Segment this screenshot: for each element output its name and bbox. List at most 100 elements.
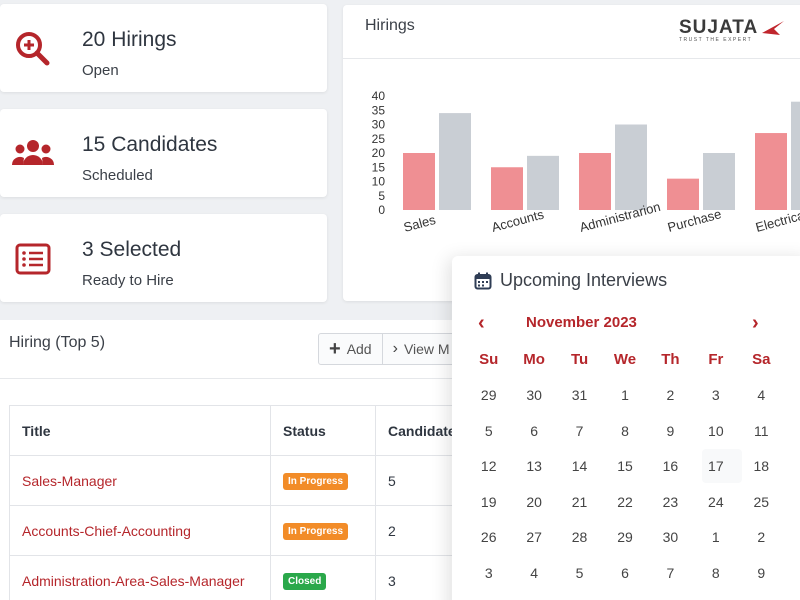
stat-card-selected[interactable]: 3 Selected Ready to Hire	[0, 214, 327, 302]
calendar-day[interactable]: 20	[526, 493, 542, 510]
chevron-right-icon[interactable]: ›	[752, 312, 759, 334]
calendar-day[interactable]: 28	[571, 529, 588, 545]
column-header: Title	[9, 405, 271, 456]
calendar-day[interactable]: 7	[666, 564, 675, 581]
search-plus-icon	[16, 32, 50, 66]
calendar-day[interactable]: 4	[530, 564, 539, 581]
calendar-day[interactable]: 5	[575, 564, 584, 581]
calendar-day[interactable]: 8	[621, 422, 629, 439]
calendar-day[interactable]: 18	[753, 458, 770, 474]
status-badge: In Progress	[283, 473, 349, 490]
stat-title: 15 Candidates	[82, 133, 218, 156]
add-button-label: Add	[346, 341, 372, 357]
calendar-day[interactable]: 25	[753, 493, 770, 510]
hiring-title-link[interactable]: Sales-Manager	[22, 472, 117, 489]
calendar-day[interactable]: 19	[480, 493, 497, 510]
y-tick-label: 40	[372, 89, 386, 103]
calendar-week: 5 6 7 8 9 10 11	[466, 423, 784, 439]
add-button[interactable]: + Add	[319, 334, 382, 364]
y-tick-label: 0	[378, 203, 385, 217]
calendar-day[interactable]: 2	[666, 387, 675, 403]
weekday-label: Th	[661, 351, 680, 368]
today-highlight	[702, 449, 742, 483]
stat-card-candidates[interactable]: 15 Candidates Scheduled	[0, 109, 327, 197]
bar-administrarion-2	[615, 124, 647, 210]
y-tick-label: 35	[372, 103, 386, 117]
bar-accounts-1	[491, 167, 523, 210]
y-tick-label: 20	[372, 146, 386, 160]
upcoming-interviews-calendar: Upcoming Interviews ‹ November 2023 › Su…	[452, 256, 800, 600]
calendar-day[interactable]: 14	[571, 458, 588, 474]
x-tick-label: Sales	[402, 212, 438, 235]
calendar-day[interactable]: 9	[757, 564, 766, 581]
calendar-day[interactable]: 30	[662, 529, 679, 545]
calendar-day[interactable]: 1	[711, 529, 720, 545]
calendar-day[interactable]: 2	[757, 529, 766, 545]
stat-title: 20 Hirings	[82, 28, 177, 51]
calendar-day[interactable]: 27	[526, 529, 542, 545]
calendar-day[interactable]: 31	[571, 387, 588, 403]
y-tick-label: 30	[372, 118, 386, 132]
stat-subtitle: Scheduled	[82, 167, 153, 184]
bar-administrarion-1	[579, 153, 611, 210]
stat-card-hirings[interactable]: 20 Hirings Open	[0, 4, 327, 92]
calendar-day[interactable]: 6	[530, 422, 539, 439]
calendar-day[interactable]: 12	[480, 458, 497, 474]
calendar-day[interactable]: 3	[711, 387, 720, 403]
logo-star-icon	[762, 21, 785, 35]
calendar-day[interactable]: 22	[617, 493, 633, 510]
weekday-label: Su	[479, 351, 499, 368]
calendar-day[interactable]: 16	[662, 458, 679, 474]
view-more-button[interactable]: › View M	[381, 334, 460, 364]
calendar-day[interactable]: 30	[526, 387, 542, 403]
calendar-day[interactable]: 7	[575, 422, 584, 439]
hiring-title-link[interactable]: Accounts-Chief-Accounting	[22, 522, 191, 539]
calendar-day[interactable]: 9	[666, 422, 675, 439]
calendar-day[interactable]: 23	[662, 493, 679, 510]
calendar-day[interactable]: 13	[526, 458, 542, 474]
plus-icon: +	[329, 337, 341, 360]
calendar-title: Upcoming Interviews	[500, 270, 668, 290]
chevron-left-icon[interactable]: ‹	[478, 312, 485, 334]
calendar-day[interactable]: 29	[480, 387, 497, 403]
bar-purchase-1	[667, 178, 699, 210]
table-row: Administration-Area-Sales-Manager Closed…	[9, 555, 479, 600]
calendar-day[interactable]: 5	[484, 422, 493, 439]
hiring-title-link[interactable]: Administration-Area-Sales-Manager	[22, 572, 245, 589]
calendar-week: 29 30 31 1 2 3 4	[466, 387, 784, 403]
logo-word: SUJATA	[679, 17, 759, 38]
calendar-day[interactable]: 6	[621, 564, 629, 581]
weekday-label: We	[613, 351, 637, 368]
divider	[0, 378, 470, 379]
logo-tagline: TRUST THE EXPERT	[679, 37, 753, 43]
calendar-day[interactable]: 11	[753, 422, 769, 439]
list-icon	[15, 243, 51, 275]
calendar-day[interactable]: 10	[708, 422, 724, 439]
calendar-day[interactable]: 29	[617, 529, 633, 545]
calendar-day[interactable]: 15	[617, 458, 633, 474]
calendar-week: 12 13 14 15 16 17 18	[466, 458, 784, 474]
stat-subtitle: Ready to Hire	[82, 272, 174, 289]
weekday-header: Su Mo Tu We Th Fr Sa	[466, 351, 784, 368]
y-tick-label: 10	[372, 175, 386, 189]
calendar-day[interactable]: 26	[480, 529, 497, 545]
y-tick-label: 25	[372, 132, 386, 146]
calendar-day[interactable]: 21	[571, 493, 588, 510]
chart-title: Hirings	[365, 17, 415, 34]
chart-card-header: Hirings SUJATA TRUST THE EXPERT	[343, 5, 800, 59]
calendar-day[interactable]: 3	[484, 564, 493, 581]
table-actions: + Add › View M	[318, 333, 461, 365]
status-badge: Closed	[283, 573, 327, 590]
calendar-day[interactable]: 8	[711, 564, 720, 581]
stat-subtitle: Open	[82, 62, 119, 79]
calendar-day[interactable]: 17	[708, 458, 724, 474]
calendar-header: Upcoming Interviews	[474, 270, 667, 291]
company-logo: SUJATA TRUST THE EXPERT	[679, 17, 786, 43]
hiring-table: Title Status Candidate Sales-Manager In …	[9, 405, 479, 600]
calendar-day[interactable]: 4	[757, 387, 766, 403]
calendar-day[interactable]: 24	[708, 493, 724, 510]
calendar-day[interactable]: 1	[621, 387, 629, 403]
calendar-icon	[474, 272, 492, 289]
y-tick-label: 5	[378, 189, 385, 203]
